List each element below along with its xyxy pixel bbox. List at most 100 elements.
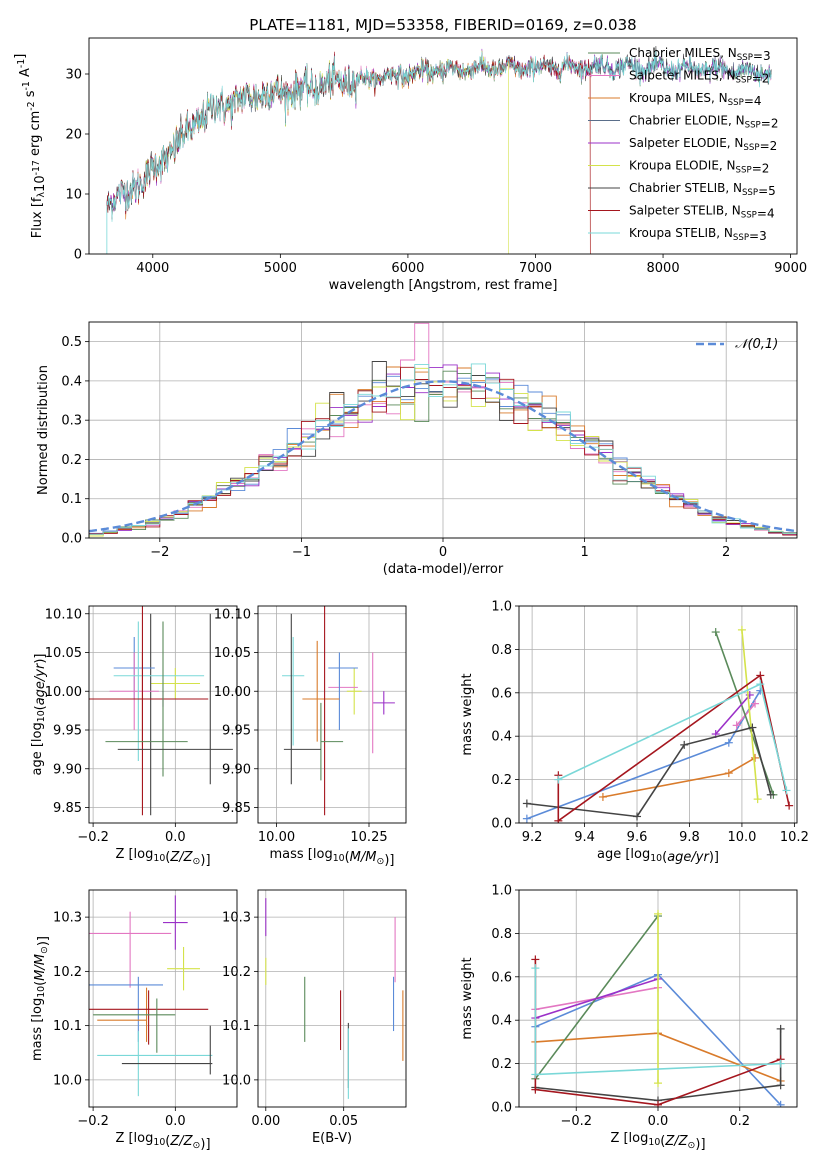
weight-series-1 [736, 703, 756, 726]
y-tick-label: 1.0 [491, 884, 512, 899]
plus-marker [680, 740, 689, 749]
x-tick-label: 0.0 [165, 830, 186, 845]
y-tick-label: 0.6 [491, 970, 512, 985]
x-tick-label: 10.00 [258, 830, 295, 845]
plot-area [522, 625, 794, 823]
plus-marker [737, 625, 746, 634]
y-tick-label: 0.1 [61, 492, 82, 507]
plus-marker [531, 964, 540, 973]
panel-age_vs_Z: −0.2 0.0 9.85 9.90 9.95 10.00 10.05 10.10 Z [log… [30, 605, 238, 868]
legend-entry: 𝒩(0,1) [735, 337, 778, 352]
y-tick-label: 0.6 [491, 686, 512, 701]
plus-marker [785, 801, 794, 810]
x-axis-label: E(B-V) [312, 1131, 352, 1146]
y-tick-label: 10.1 [222, 1019, 251, 1034]
y-tick-label: 0.4 [61, 374, 82, 389]
x-tick-label: 2 [722, 545, 730, 560]
x-tick-label: 10.2 [780, 830, 809, 845]
axes-frame [518, 889, 798, 1108]
y-tick-label: 10.10 [214, 607, 251, 622]
x-tick-label: 1 [580, 545, 588, 560]
plus-marker [654, 1100, 662, 1107]
weight-series-4 [715, 694, 751, 735]
y-tick-label: 10.1 [53, 1019, 82, 1034]
x-tick-label: 0.2 [729, 1114, 750, 1129]
weight-series-0 [526, 690, 761, 820]
y-tick-label: 0.2 [61, 453, 82, 468]
panel-age_vs_mass: 10.00 10.25 9.85 9.90 9.95 10.00 10.05 10.10 mas… [214, 605, 407, 868]
plot-area [265, 898, 404, 1099]
data-point [346, 668, 362, 715]
legend: Chabrier MILES, NSSP=3 Salpeter MILES, NS… [588, 46, 778, 243]
weight-series-3 [534, 915, 659, 1080]
x-axis-label: mass [log10(M/M⊙)] [270, 847, 395, 868]
x-axis-label: wavelength [Angstrom, rest frame] [329, 278, 558, 293]
y-tick-label: 9.85 [53, 801, 82, 816]
plus-marker [748, 723, 757, 732]
plus-marker [531, 955, 540, 964]
x-tick-label: 0 [439, 545, 447, 560]
panel-spectrum: 4000 5000 6000 7000 8000 9000 0 10 20 30 wavelengt… [13, 16, 807, 293]
y-tick-label: 10.00 [45, 685, 82, 700]
y-tick-label: 10.05 [214, 646, 251, 661]
y-tick-label: 9.85 [222, 801, 251, 816]
y-tick-label: 10.3 [222, 911, 251, 926]
legend-entry: Salpeter STELIB, NSSP=4 [629, 204, 775, 221]
y-tick-label: 0.5 [61, 335, 82, 350]
x-axis-label: age [log10(age/yr)] [597, 847, 719, 865]
plus-marker [751, 699, 760, 708]
panel-mass_vs_ebv: 0.00 0.05 10.0 10.1 10.2 10.3 E(B-V) [222, 889, 407, 1146]
y-tick-label: 0.0 [61, 532, 82, 547]
y-tick-label: 20 [65, 128, 82, 143]
plus-marker [782, 786, 791, 795]
data-point [372, 691, 395, 715]
legend-entry: Salpeter ELODIE, NSSP=2 [629, 136, 777, 153]
x-tick-label: −0.2 [77, 1114, 109, 1129]
y-tick-label: 1.0 [491, 600, 512, 615]
plus-marker [756, 680, 765, 689]
plot-area [89, 895, 213, 1097]
data-point [89, 606, 209, 816]
plus-marker [724, 738, 733, 747]
x-axis-label: (data-model)/error [383, 562, 504, 577]
x-tick-label: −0.2 [77, 830, 109, 845]
y-tick-label: 10.2 [53, 965, 82, 980]
y-axis-label: mass weight [460, 673, 475, 755]
plus-marker [531, 1085, 540, 1094]
plus-marker [554, 775, 563, 784]
plus-marker [522, 799, 531, 808]
x-tick-label: −1 [292, 545, 311, 560]
y-tick-label: 0.2 [491, 773, 512, 788]
x-tick-label: 0.00 [251, 1114, 280, 1129]
plot-area [89, 606, 233, 816]
x-axis-label: Z [log10(Z/Z⊙)] [610, 1131, 705, 1152]
y-tick-label: 10 [65, 188, 82, 203]
y-tick-label: 0.2 [491, 1057, 512, 1072]
axes-frame [257, 889, 407, 1108]
x-tick-label: 0.0 [165, 1114, 186, 1129]
plus-marker [554, 816, 563, 823]
plus-marker [751, 753, 760, 762]
legend: 𝒩(0,1) [696, 337, 778, 352]
legend-entry: Kroupa ELODIE, NSSP=2 [629, 159, 769, 176]
x-tick-label: 7000 [519, 261, 552, 276]
x-axis-label: Z [log10(Z/Z⊙)] [115, 847, 210, 868]
y-tick-label: 9.95 [53, 724, 82, 739]
x-tick-label: 4000 [136, 261, 169, 276]
x-tick-label: 0.0 [648, 1114, 669, 1129]
plot-area [531, 909, 785, 1107]
axes-frame [518, 605, 798, 824]
y-tick-label: 10.0 [222, 1073, 251, 1088]
plus-marker [633, 812, 642, 821]
x-tick-label: 5000 [264, 261, 297, 276]
spectrum-series-8 [106, 50, 772, 222]
y-axis-label: age [log10(age/yr)] [30, 653, 48, 775]
plus-marker [776, 1024, 785, 1033]
x-tick-label: −0.2 [560, 1114, 592, 1129]
data-point [150, 668, 200, 699]
x-tick-label: 0.05 [329, 1114, 358, 1129]
x-tick-label: 9.2 [522, 830, 543, 845]
y-tick-label: 10.0 [53, 1073, 82, 1088]
weight-series-2 [602, 757, 756, 798]
x-tick-label: 9.4 [574, 830, 595, 845]
